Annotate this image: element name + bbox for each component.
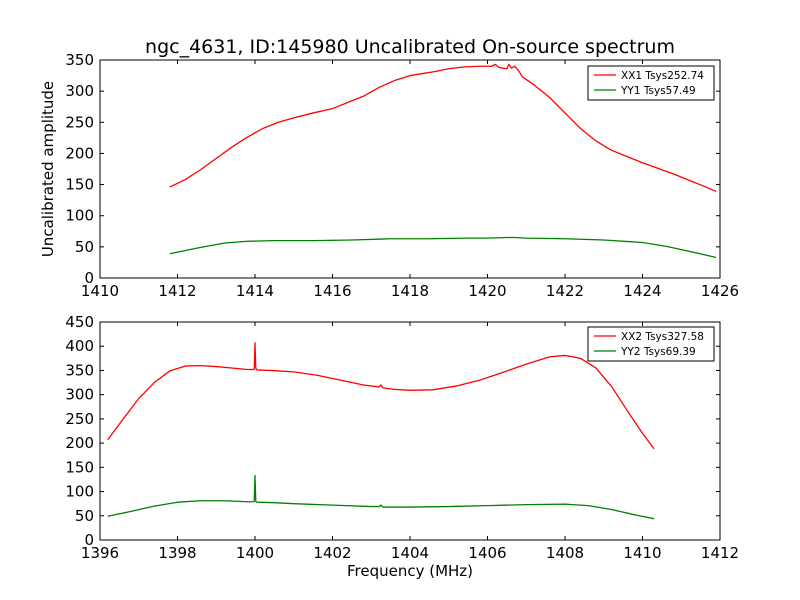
y-tick-label: 0 bbox=[84, 531, 94, 549]
y-tick-label: 350 bbox=[65, 361, 94, 379]
series-line-xx2 bbox=[107, 342, 655, 450]
panels: 1410 1412 1414 1416 1418 1420 1422 1424 14260501… bbox=[65, 51, 739, 562]
x-tick-label: 1426 bbox=[701, 282, 739, 300]
series-line-yy2 bbox=[107, 474, 655, 520]
x-tick-label: 1400 bbox=[236, 544, 274, 562]
x-tick-label: 1398 bbox=[158, 544, 196, 562]
y-tick-label: 450 bbox=[65, 313, 94, 331]
y-tick-label: 100 bbox=[65, 483, 94, 501]
legend-label: YY2 Tsys69.39 bbox=[620, 346, 696, 358]
legend-label: YY1 Tsys57.49 bbox=[620, 85, 696, 97]
x-tick-label: 1396 bbox=[81, 544, 119, 562]
x-tick-label: 1424 bbox=[623, 282, 661, 300]
legend-label: XX2 Tsys327.58 bbox=[621, 331, 704, 343]
x-tick-label: 1420 bbox=[468, 282, 506, 300]
chart-panel-top: 1410 1412 1414 1416 1418 1420 1422 1424 1426 0 50 1… bbox=[65, 51, 739, 300]
y-tick-label: 400 bbox=[65, 337, 94, 355]
y-tick-label: 150 bbox=[65, 458, 94, 476]
y-tick-label: 100 bbox=[65, 207, 94, 225]
legend: XX1 Tsys252.74 YY1 Tsys57.49 bbox=[587, 65, 715, 101]
x-tick-label: 1412 bbox=[701, 544, 739, 562]
x-tick-label: 1402 bbox=[313, 544, 351, 562]
y-tick-label: 250 bbox=[65, 113, 94, 131]
y-tick-label: 300 bbox=[65, 82, 94, 100]
chart-panel-bottom: 1396 1398 1400 1402 1404 1406 1408 1410 1412 0 50 1… bbox=[65, 313, 739, 562]
x-tick-label: 1406 bbox=[468, 544, 506, 562]
legend: XX2 Tsys327.58 YY2 Tsys69.39 bbox=[587, 326, 715, 362]
y-axis-label: Uncalibrated amplitude bbox=[39, 81, 57, 257]
x-tick-label: 1418 bbox=[391, 282, 429, 300]
y-tick-label: 200 bbox=[65, 434, 94, 452]
x-tick-label: 1410 bbox=[623, 544, 661, 562]
y-tick-label: 300 bbox=[65, 386, 94, 404]
chart-title: ngc_4631, ID:145980 Uncalibrated On-sour… bbox=[145, 36, 675, 58]
y-tick-label: 350 bbox=[65, 51, 94, 69]
x-tick-label: 1414 bbox=[236, 282, 274, 300]
x-tick-label: 1404 bbox=[391, 544, 429, 562]
x-tick-label: 1408 bbox=[546, 544, 584, 562]
x-tick-label: 1412 bbox=[158, 282, 196, 300]
legend-label: XX1 Tsys252.74 bbox=[621, 70, 704, 82]
y-tick-label: 50 bbox=[75, 238, 94, 256]
legend-box bbox=[587, 326, 715, 362]
y-tick-label: 50 bbox=[75, 507, 94, 525]
legend-box bbox=[587, 65, 715, 101]
x-tick-label: 1416 bbox=[313, 282, 351, 300]
y-tick-label: 0 bbox=[84, 269, 94, 287]
x-axis-label: Frequency (MHz) bbox=[347, 562, 473, 580]
x-tick-label: 1422 bbox=[546, 282, 584, 300]
series-line-yy1 bbox=[169, 236, 717, 259]
x-tick-label: 1410 bbox=[81, 282, 119, 300]
y-tick-label: 250 bbox=[65, 410, 94, 428]
series-line-xx1 bbox=[169, 63, 717, 193]
y-tick-label: 200 bbox=[65, 144, 94, 162]
y-tick-label: 150 bbox=[65, 176, 94, 194]
